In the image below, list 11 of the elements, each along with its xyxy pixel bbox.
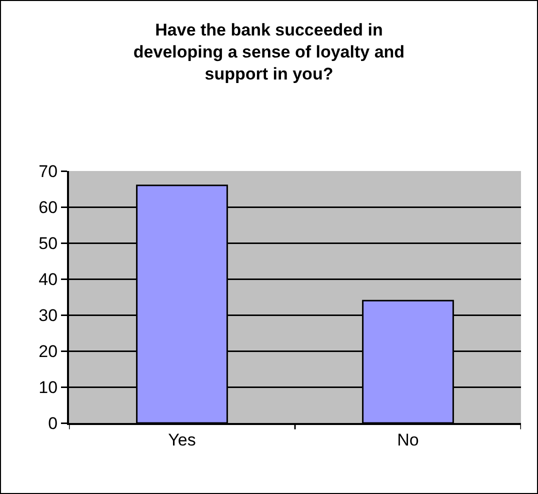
y-tick-label: 10: [38, 378, 58, 397]
x-tick-label: Yes: [168, 430, 196, 450]
y-tick-label: 50: [38, 234, 58, 253]
x-tick-label: No: [397, 430, 419, 450]
y-tick-label: 20: [38, 342, 58, 361]
chart-title: Have the bank succeeded in developing a sense of loyalty and support in you?: [133, 20, 405, 84]
y-tick-label: 60: [38, 198, 58, 217]
y-tick-label: 40: [38, 270, 58, 289]
y-tick-label: 70: [38, 162, 58, 181]
y-tick-label: 0: [48, 414, 58, 433]
y-tick-label: 30: [38, 306, 58, 325]
